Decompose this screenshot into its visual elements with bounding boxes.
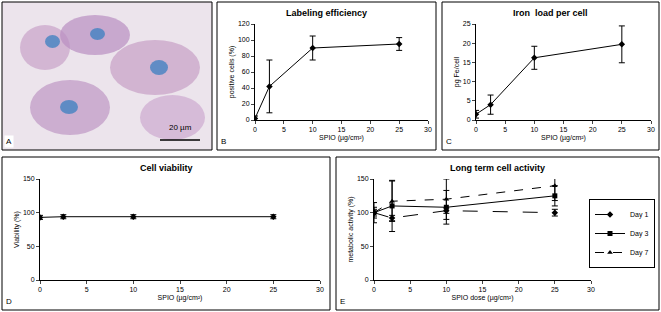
svg-text:10: 10 [442,286,450,293]
svg-text:100: 100 [238,36,250,43]
svg-text:15: 15 [463,59,471,66]
svg-text:20: 20 [366,126,374,133]
svg-text:50: 50 [27,243,35,250]
svg-text:positive cells (%): positive cells (%) [228,46,236,99]
svg-text:20: 20 [589,126,597,133]
svg-text:30: 30 [647,126,655,133]
svg-text:0: 0 [31,276,35,283]
svg-text:5: 5 [85,286,89,293]
svg-text:10: 10 [463,78,471,85]
svg-text:30: 30 [316,286,324,293]
svg-text:B: B [221,137,226,146]
svg-text:150: 150 [23,175,35,182]
svg-text:100: 100 [357,209,369,216]
svg-text:10: 10 [530,126,538,133]
svg-text:20: 20 [223,286,231,293]
svg-text:0: 0 [467,116,471,123]
svg-text:120: 120 [238,20,250,27]
svg-text:15: 15 [479,286,487,293]
svg-text:Viability (%): Viability (%) [13,211,21,248]
svg-text:15: 15 [338,126,346,133]
svg-text:25: 25 [269,286,277,293]
svg-text:5: 5 [467,97,471,104]
svg-text:0: 0 [474,126,478,133]
svg-text:Long term cell activity: Long term cell activity [450,163,545,173]
svg-text:0: 0 [246,116,250,123]
svg-text:20: 20 [515,286,523,293]
svg-text:10: 10 [129,286,137,293]
svg-text:0: 0 [253,126,257,133]
svg-text:50: 50 [361,243,369,250]
svg-text:30: 30 [587,286,595,293]
svg-text:25: 25 [618,126,626,133]
svg-text:0: 0 [38,286,42,293]
svg-text:E: E [340,297,345,306]
svg-text:5: 5 [408,286,412,293]
svg-text:10: 10 [309,126,317,133]
svg-text:SPIO (µg/cm²): SPIO (µg/cm²) [541,134,586,142]
svg-text:Day 3: Day 3 [630,230,648,238]
svg-text:SPIO (µg/cm²): SPIO (µg/cm²) [319,134,364,142]
svg-text:Labeling efficiency: Labeling efficiency [286,8,367,18]
svg-text:Day 7: Day 7 [630,249,648,257]
svg-text:5: 5 [282,126,286,133]
svg-text:pg Fe/cell: pg Fe/cell [453,56,461,87]
svg-text:25: 25 [551,286,559,293]
svg-text:Iron load per cell: Iron load per cell [513,8,588,18]
svg-text:100: 100 [23,209,35,216]
svg-text:150: 150 [357,175,369,182]
svg-text:metabolic activity (%): metabolic activity (%) [347,196,355,262]
svg-text:0: 0 [365,276,369,283]
svg-text:25: 25 [463,20,471,27]
svg-text:A: A [6,137,12,146]
svg-text:20: 20 [463,40,471,47]
svg-text:D: D [6,297,12,306]
svg-text:15: 15 [176,286,184,293]
svg-text:Day 1: Day 1 [630,211,648,219]
svg-text:0: 0 [372,286,376,293]
svg-text:30: 30 [424,126,432,133]
svg-text:C: C [446,137,452,146]
svg-text:40: 40 [242,84,250,91]
svg-text:20: 20 [242,100,250,107]
svg-text:SPIO dose (µg/cm²): SPIO dose (µg/cm²) [452,294,514,302]
svg-text:25: 25 [395,126,403,133]
svg-text:60: 60 [242,68,250,75]
svg-text:80: 80 [242,52,250,59]
svg-text:Cell viability: Cell viability [140,163,193,173]
svg-text:5: 5 [503,126,507,133]
svg-text:SPIO (µg/cm²): SPIO (µg/cm²) [158,294,203,302]
svg-text:20 µm: 20 µm [169,123,192,132]
svg-text:15: 15 [560,126,568,133]
